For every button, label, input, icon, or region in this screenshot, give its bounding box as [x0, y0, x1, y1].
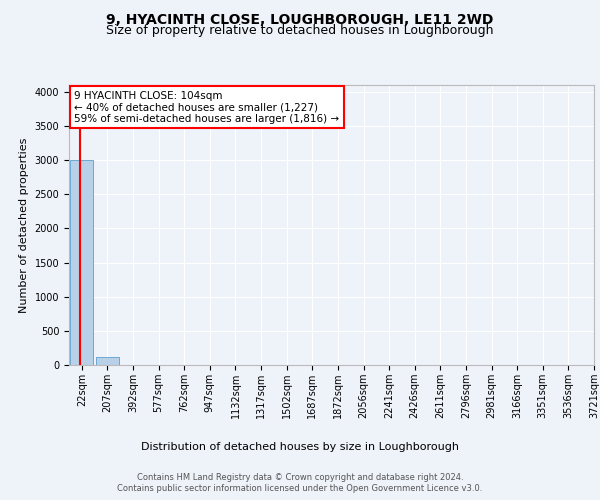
Y-axis label: Number of detached properties: Number of detached properties: [19, 138, 29, 312]
Bar: [70, 160, 94, 365]
Text: Size of property relative to detached houses in Loughborough: Size of property relative to detached ho…: [106, 24, 494, 37]
Bar: [96, 357, 119, 365]
Text: Contains HM Land Registry data © Crown copyright and database right 2024.: Contains HM Land Registry data © Crown c…: [137, 472, 463, 482]
Text: Contains public sector information licensed under the Open Government Licence v3: Contains public sector information licen…: [118, 484, 482, 493]
Text: 9 HYACINTH CLOSE: 104sqm
← 40% of detached houses are smaller (1,227)
59% of sem: 9 HYACINTH CLOSE: 104sqm ← 40% of detach…: [74, 90, 340, 124]
Text: Distribution of detached houses by size in Loughborough: Distribution of detached houses by size …: [141, 442, 459, 452]
Text: 9, HYACINTH CLOSE, LOUGHBOROUGH, LE11 2WD: 9, HYACINTH CLOSE, LOUGHBOROUGH, LE11 2W…: [106, 12, 494, 26]
